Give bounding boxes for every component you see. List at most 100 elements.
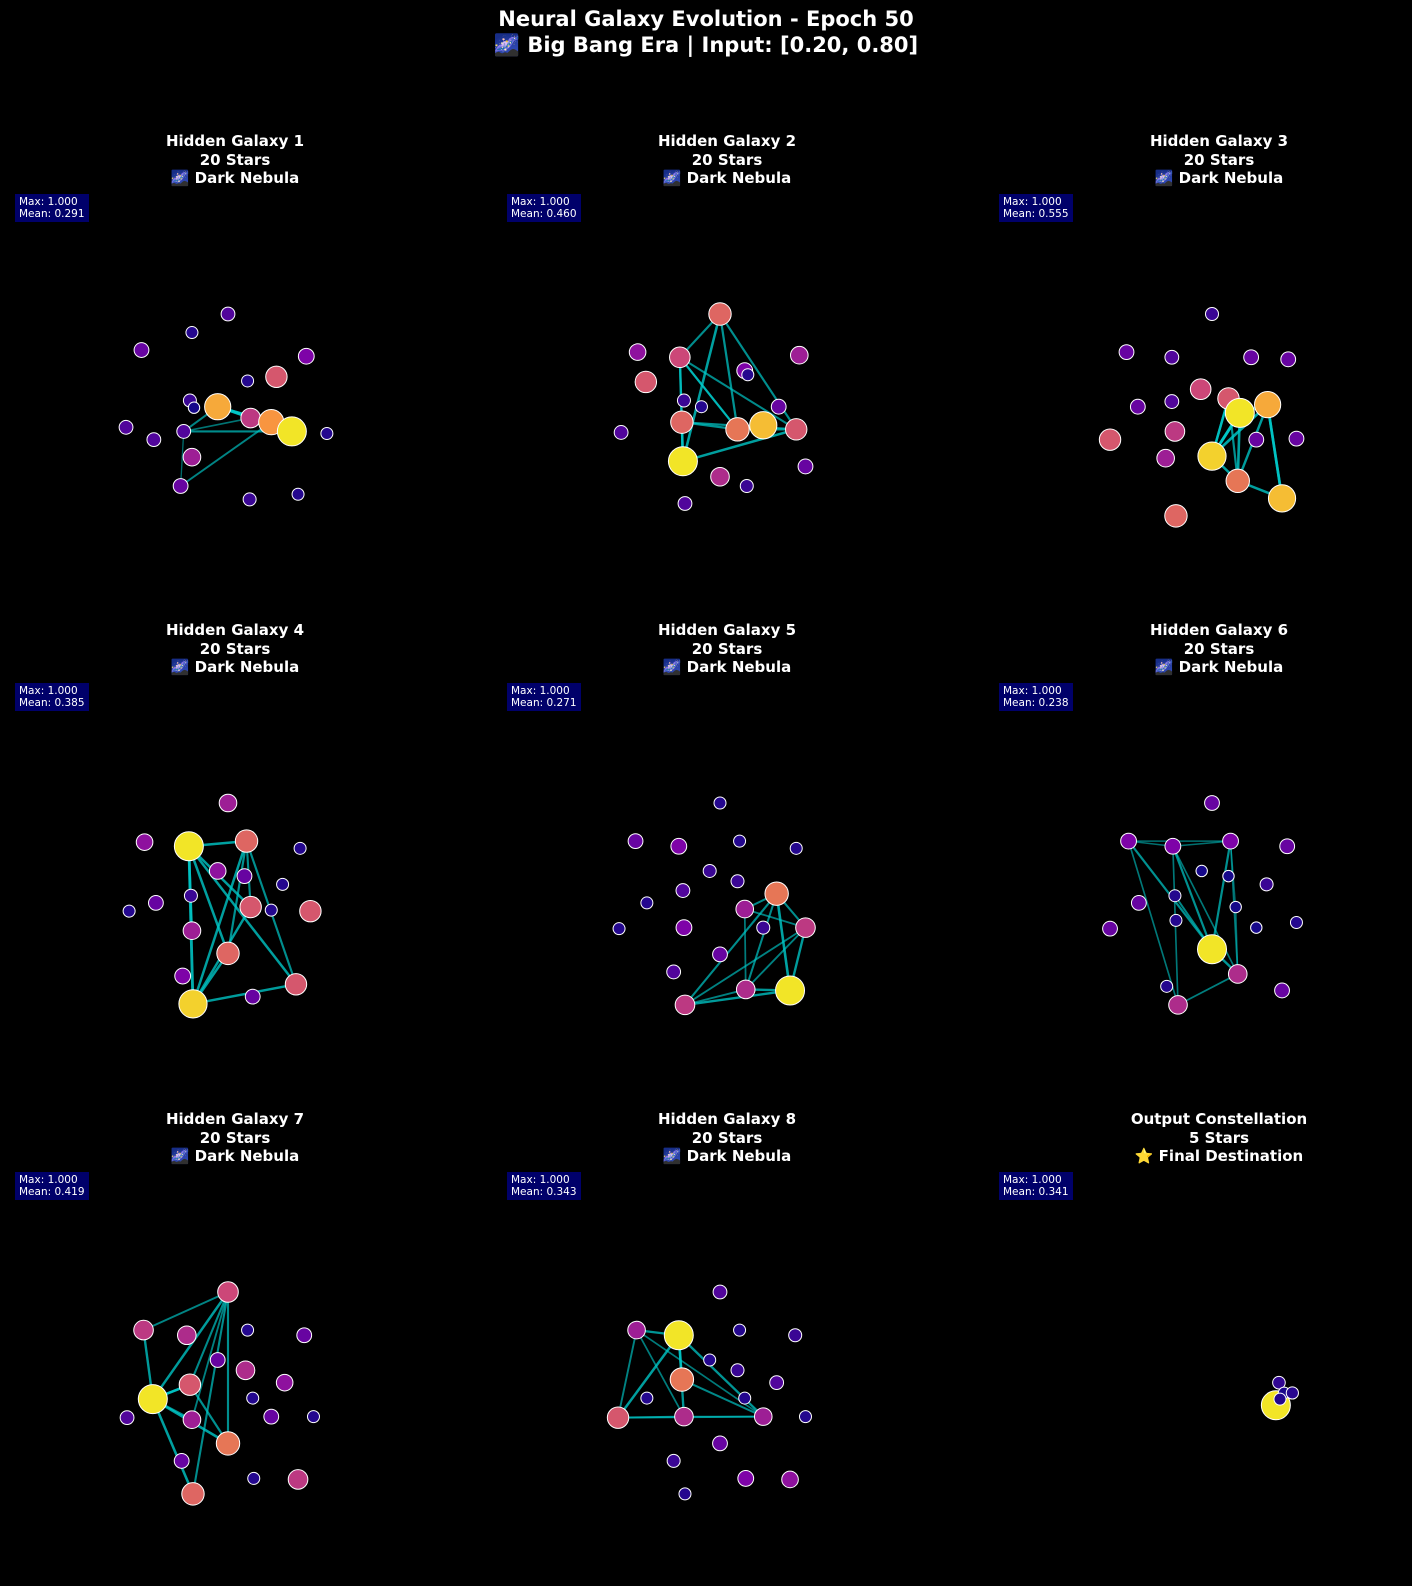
star-node xyxy=(1222,832,1239,850)
star-node xyxy=(173,831,204,862)
star-node xyxy=(775,975,806,1006)
star-node xyxy=(1197,441,1227,471)
stats-mean: Mean: 0.271 xyxy=(511,697,577,709)
star-node xyxy=(1254,391,1282,419)
connection-line xyxy=(681,1378,764,1418)
star-node xyxy=(613,425,629,440)
stats-max: Max: 1.000 xyxy=(19,1174,78,1186)
stats-box: Max: 1.000 Mean: 0.341 xyxy=(999,1172,1073,1200)
connection-line xyxy=(744,908,806,929)
star-node xyxy=(781,1470,799,1489)
star-node xyxy=(1169,913,1183,927)
star-node xyxy=(1156,448,1175,468)
star-node xyxy=(122,904,136,918)
connection-line xyxy=(1210,840,1232,950)
star-node xyxy=(702,863,717,878)
panel-title-line: Hidden Galaxy 6 xyxy=(1149,621,1289,639)
connection-line xyxy=(684,926,807,1006)
star-node xyxy=(178,1373,202,1396)
stats-max: Max: 1.000 xyxy=(19,196,78,208)
star-node xyxy=(1279,838,1296,855)
stats-box: Max: 1.000 Mean: 0.238 xyxy=(999,683,1073,711)
star-node xyxy=(790,345,809,365)
star-node xyxy=(1250,921,1263,934)
star-node xyxy=(756,920,771,935)
star-node xyxy=(1224,397,1255,428)
connection-line xyxy=(617,1329,638,1418)
connection-line xyxy=(719,313,798,430)
star-node xyxy=(1118,344,1135,361)
star-node xyxy=(678,1487,692,1501)
star-node xyxy=(209,1352,226,1368)
star-node xyxy=(1243,349,1260,366)
connection-line xyxy=(1177,973,1239,1006)
connection-line xyxy=(151,1398,195,1495)
panel-title-line: Hidden Galaxy 1 xyxy=(165,132,305,150)
star-node xyxy=(769,1375,785,1391)
star-node xyxy=(135,833,154,851)
connection-line xyxy=(682,428,797,463)
star-node xyxy=(296,1327,313,1344)
star-node xyxy=(627,833,644,850)
galaxy-graph xyxy=(122,793,322,1019)
star-node xyxy=(733,834,747,848)
star-node xyxy=(182,921,202,941)
star-node xyxy=(669,346,691,369)
star-node xyxy=(1225,468,1250,494)
connection-line xyxy=(143,1291,229,1331)
star-node xyxy=(738,1391,752,1405)
star-node xyxy=(241,374,255,388)
stats-box: Max: 1.000 Mean: 0.460 xyxy=(507,194,581,222)
star-node xyxy=(172,478,189,494)
star-node xyxy=(674,994,696,1016)
star-node xyxy=(735,979,756,1000)
galaxy-graph xyxy=(1098,307,1305,528)
galaxy-panel: Hidden Galaxy 8 20 Stars 🌌 Dark Nebula Max:… xyxy=(507,1110,947,1580)
star-node xyxy=(675,919,693,937)
star-node xyxy=(291,487,305,501)
star-node xyxy=(182,1410,202,1430)
figure-title-line2: 🌌 Big Bang Era | Input: [0.20, 0.80] xyxy=(493,33,919,57)
star-node xyxy=(1189,378,1212,400)
star-node xyxy=(1222,869,1235,883)
stats-max: Max: 1.000 xyxy=(1003,196,1062,208)
panel-title: Hidden Galaxy 4 20 Stars 🌌 Dark Nebula xyxy=(15,621,455,677)
star-node xyxy=(1289,915,1303,929)
galaxy-panel: Hidden Galaxy 7 20 Stars 🌌 Dark Nebula Max:… xyxy=(15,1110,455,1580)
star-node xyxy=(666,964,682,980)
connection-line xyxy=(678,1334,765,1418)
star-node xyxy=(148,895,164,911)
panel-title: Hidden Galaxy 2 20 Stars 🌌 Dark Nebula xyxy=(507,132,947,188)
star-node xyxy=(218,793,238,813)
star-node xyxy=(675,883,691,898)
star-node xyxy=(737,1470,755,1487)
star-node xyxy=(674,1406,694,1427)
star-node xyxy=(1168,889,1182,903)
panel-title-line: Hidden Galaxy 7 xyxy=(165,1110,305,1128)
star-node xyxy=(182,447,202,467)
star-node xyxy=(297,347,315,365)
stats-mean: Mean: 0.341 xyxy=(1003,1186,1069,1198)
connection-line xyxy=(151,1291,230,1400)
connection-line xyxy=(617,1334,680,1419)
connection-line xyxy=(681,313,722,462)
galaxy-graph xyxy=(613,302,814,511)
star-node xyxy=(146,432,162,448)
star-node xyxy=(795,917,816,938)
galaxy-panel: Hidden Galaxy 2 20 Stars 🌌 Dark Nebula Max:… xyxy=(507,132,947,602)
connection-line xyxy=(1234,907,1239,975)
panel-title: Hidden Galaxy 1 20 Stars 🌌 Dark Nebula xyxy=(15,132,455,188)
star-node xyxy=(676,393,691,408)
panel-title-line: 20 Stars xyxy=(691,150,763,169)
star-node xyxy=(789,841,803,855)
star-node xyxy=(236,868,253,885)
star-node xyxy=(265,365,288,389)
star-node xyxy=(264,903,278,917)
star-node xyxy=(753,1407,773,1426)
star-node xyxy=(666,1453,681,1468)
connection-line xyxy=(1127,840,1179,1006)
star-node xyxy=(1168,995,1188,1015)
star-node xyxy=(263,1408,280,1425)
galaxy-panel: Hidden Galaxy 5 20 Stars 🌌 Dark Nebula Max:… xyxy=(507,621,947,1091)
star-node xyxy=(183,888,198,903)
